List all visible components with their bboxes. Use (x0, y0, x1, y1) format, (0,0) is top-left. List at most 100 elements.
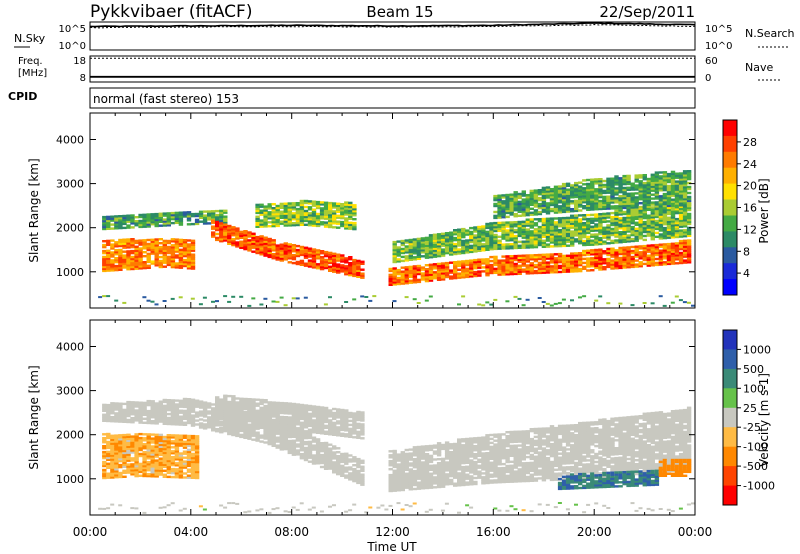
heat-cell (146, 457, 151, 460)
heat-cell (626, 178, 631, 182)
heat-cell (578, 236, 583, 239)
n-sky-tick-top: 10^5 (59, 24, 86, 35)
heat-cell (158, 224, 163, 227)
heat-cell (235, 419, 240, 422)
heat-cell (622, 220, 627, 224)
heat-cell (404, 278, 409, 281)
heat-cell (194, 466, 200, 470)
heat-cell (436, 235, 442, 238)
heat-cell (646, 208, 651, 211)
heat-cell (658, 251, 664, 254)
heat-cell (283, 246, 288, 249)
heat-cell (513, 234, 518, 238)
heat-cell (283, 402, 288, 405)
heat-cell (247, 435, 252, 438)
heat-cell (323, 209, 329, 212)
heat-cell (477, 233, 482, 237)
heat-cell (340, 205, 345, 208)
heat-cell (110, 215, 115, 218)
heat-cell (336, 208, 341, 211)
heat-cell (259, 241, 264, 244)
heat-cell (299, 445, 305, 448)
heat-cell (670, 301, 675, 304)
heat-cell (424, 250, 430, 253)
heat-cell (106, 255, 111, 258)
heat-cell (553, 217, 559, 220)
heat-cell (315, 265, 321, 268)
heat-cell (154, 475, 159, 478)
heat-cell (674, 202, 680, 205)
heat-cell (319, 260, 325, 263)
heat-cell (594, 252, 599, 256)
heat-cell (263, 431, 268, 434)
heat-cell (678, 180, 684, 183)
heat-cell (154, 402, 159, 405)
heat-cell (319, 215, 325, 218)
heat-cell (654, 213, 660, 217)
heat-cell (142, 417, 147, 420)
heat-cell (529, 268, 534, 271)
heat-cell (315, 218, 321, 222)
heat-cell (501, 225, 506, 228)
heat-cell (360, 274, 365, 277)
heat-cell (198, 404, 204, 407)
heat-cell (303, 209, 309, 213)
heat-cell (182, 472, 188, 475)
heat-cell (150, 410, 155, 413)
heat-cell (307, 251, 313, 254)
heat-cell (255, 215, 260, 218)
heat-cell (186, 267, 192, 270)
heat-cell (521, 222, 526, 225)
heat-cell (186, 454, 192, 457)
heat-cell (311, 210, 317, 213)
heat-cell (682, 241, 688, 244)
heat-cell (449, 239, 454, 242)
heat-cell (287, 449, 292, 453)
heat-cell (235, 227, 240, 230)
heat-cell (247, 437, 252, 440)
heat-cell (501, 259, 506, 262)
heat-cell (106, 442, 111, 446)
heat-cell (622, 180, 627, 184)
heat-cell (610, 179, 615, 182)
heat-cell (352, 262, 357, 266)
heat-cell (541, 239, 547, 242)
heat-cell (634, 217, 639, 220)
heat-cell (126, 252, 131, 255)
heat-cell (545, 261, 551, 264)
heat-cell (666, 178, 672, 182)
heat-cell (323, 303, 328, 306)
heat-cell (517, 224, 522, 228)
heat-cell (323, 221, 329, 224)
heat-cell (182, 249, 188, 252)
heat-cell (626, 254, 631, 257)
heat-cell (529, 189, 534, 193)
heat-cell (626, 260, 631, 263)
heat-cell (670, 186, 676, 189)
heat-cell (231, 403, 236, 406)
heat-cell (299, 417, 305, 421)
heat-cell (368, 299, 373, 302)
heat-cell (557, 191, 563, 194)
heat-cell (166, 222, 171, 225)
heat-cell (489, 246, 494, 249)
heat-cell (642, 246, 647, 250)
heat-cell (279, 249, 284, 252)
heat-cell (606, 230, 611, 233)
heat-cell (162, 445, 167, 449)
heat-cell (150, 447, 155, 450)
heat-cell (400, 276, 405, 279)
heat-cell (509, 231, 514, 234)
heat-cell (646, 189, 651, 193)
heat-cell (622, 234, 627, 237)
heat-cell (424, 236, 430, 240)
heat-cell (118, 258, 123, 262)
heat-cell (311, 252, 317, 255)
heat-cell (457, 274, 462, 277)
heat-cell (271, 222, 276, 226)
heat-cell (634, 178, 639, 181)
heat-cell (638, 227, 643, 230)
heat-cell (122, 260, 127, 263)
heat-cell (202, 407, 208, 410)
heat-cell (412, 240, 418, 243)
